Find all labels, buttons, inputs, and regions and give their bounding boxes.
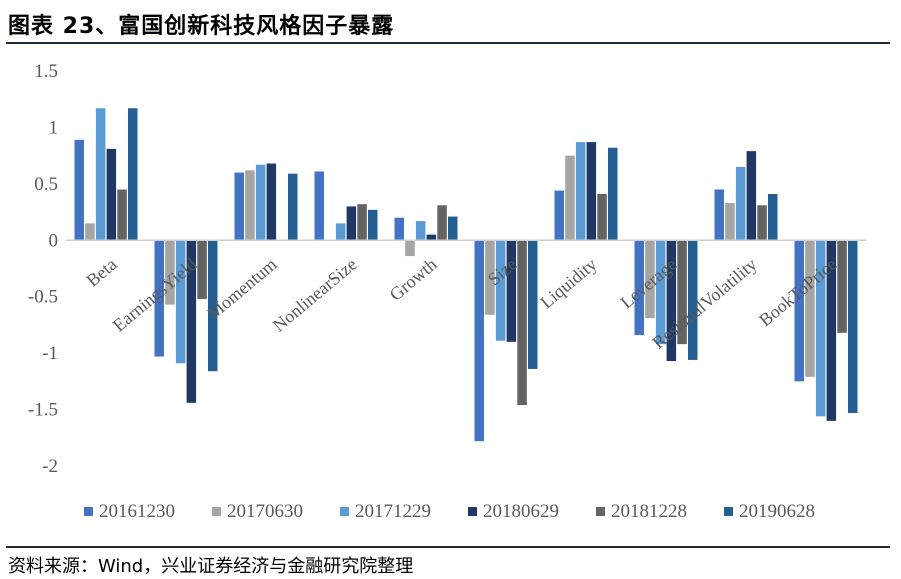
y-tick-label: 0 bbox=[49, 230, 59, 251]
y-tick-label: -2 bbox=[42, 456, 58, 477]
bar-BookToPrice-20190628 bbox=[848, 240, 858, 413]
bar-Size-20190628 bbox=[528, 240, 538, 369]
legend-label: 20161230 bbox=[99, 501, 175, 522]
bar-NonlinearSize-20181228 bbox=[357, 204, 367, 241]
legend-swatch bbox=[84, 507, 93, 516]
bar-Size-20180629 bbox=[506, 240, 517, 342]
bar-Growth-20161230 bbox=[394, 217, 404, 241]
legend-label: 20190628 bbox=[739, 501, 815, 522]
bar-Growth-20181228 bbox=[437, 205, 447, 241]
bar-Beta-20180629 bbox=[106, 148, 117, 241]
bar-Size-20161230 bbox=[474, 240, 484, 442]
bar-Momentum-20161230 bbox=[234, 172, 244, 241]
bar-Leverage-20171229 bbox=[655, 240, 666, 345]
bar-Leverage-20181228 bbox=[677, 240, 687, 345]
bar-ResidualVolatility-20170630 bbox=[725, 203, 735, 241]
bar-Liquidity-20181228 bbox=[597, 194, 607, 241]
bar-Liquidity-20171229 bbox=[575, 142, 586, 241]
legend: 20161230 20170630 20171229 20180629 20181228… bbox=[84, 501, 815, 522]
y-axis-ticks: 1.5 1 0.5 0 -0.5 -1 -1.5 -2 bbox=[28, 61, 58, 477]
bar-BookToPrice-20180629 bbox=[826, 240, 837, 421]
category-label: Beta bbox=[82, 254, 120, 291]
bar-ResidualVolatility-20181228 bbox=[757, 205, 767, 241]
figure-title: 图表 23、富国创新科技风格因子暴露 bbox=[8, 14, 395, 39]
bar-BookToPrice-20161230 bbox=[794, 240, 804, 382]
bar-ResidualVolatility-20180629 bbox=[746, 151, 757, 241]
bar-ResidualVolatility-20190628 bbox=[768, 194, 778, 241]
bar-Momentum-20190628 bbox=[288, 173, 298, 241]
legend-label: 20180629 bbox=[483, 501, 559, 522]
legend-swatch bbox=[596, 507, 605, 516]
category-label: Growth bbox=[386, 254, 441, 305]
y-tick-label: -1 bbox=[42, 343, 58, 364]
bar-Beta-20170630 bbox=[85, 223, 95, 241]
top-rule bbox=[6, 42, 890, 44]
bar-Momentum-20171229 bbox=[255, 164, 266, 241]
bar-BookToPrice-20170630 bbox=[805, 240, 815, 377]
category-label: Liquidity bbox=[536, 254, 600, 312]
bar-Leverage-20180629 bbox=[666, 240, 677, 362]
bar-Beta-20190628 bbox=[128, 108, 138, 241]
y-tick-label: 1.5 bbox=[34, 61, 58, 82]
bar-BookToPrice-20171229 bbox=[815, 240, 826, 417]
y-tick-label: 1 bbox=[49, 117, 59, 138]
bar-EarningsYield-20190628 bbox=[208, 240, 218, 372]
bar-NonlinearSize-20161230 bbox=[314, 171, 324, 241]
source-note: 资料来源：Wind，兴业证券经济与金融研究院整理 bbox=[8, 556, 414, 577]
bottom-rule bbox=[6, 546, 890, 548]
bar-Liquidity-20161230 bbox=[554, 190, 564, 241]
bar-NonlinearSize-20190628 bbox=[368, 209, 378, 241]
bar-Leverage-20170630 bbox=[645, 240, 655, 319]
bar-Liquidity-20190628 bbox=[608, 147, 618, 241]
y-tick-label: -0.5 bbox=[28, 287, 58, 308]
bar-Growth-20190628 bbox=[448, 216, 458, 241]
legend-label: 20171229 bbox=[355, 501, 431, 522]
legend-label: 20170630 bbox=[227, 501, 303, 522]
legend-swatch bbox=[468, 507, 477, 516]
legend-swatch bbox=[724, 507, 733, 516]
bar-EarningsYield-20180629 bbox=[186, 240, 197, 403]
bar-EarningsYield-20170630 bbox=[165, 240, 175, 305]
bar-ResidualVolatility-20171229 bbox=[735, 166, 746, 241]
bar-Momentum-20180629 bbox=[266, 163, 277, 241]
bar-ResidualVolatility-20161230 bbox=[714, 189, 724, 241]
legend-swatch bbox=[340, 507, 349, 516]
bar-EarningsYield-20171229 bbox=[175, 240, 186, 364]
legend-label: 20181228 bbox=[611, 501, 687, 522]
bar-Leverage-20190628 bbox=[688, 240, 698, 360]
bar-Growth-20170630 bbox=[405, 240, 415, 257]
bar-Size-20171229 bbox=[495, 240, 506, 341]
bar-Momentum-20170630 bbox=[245, 170, 255, 241]
bar-Growth-20180629 bbox=[426, 234, 437, 241]
bar-NonlinearSize-20180629 bbox=[346, 206, 357, 241]
bar-Growth-20171229 bbox=[415, 221, 426, 241]
legend-swatch bbox=[212, 507, 221, 516]
bar-Beta-20161230 bbox=[74, 139, 84, 241]
bar-BookToPrice-20181228 bbox=[837, 240, 847, 333]
bar-Size-20181228 bbox=[517, 240, 527, 406]
bars bbox=[74, 108, 858, 442]
bar-Liquidity-20180629 bbox=[586, 142, 597, 241]
bar-Size-20170630 bbox=[485, 240, 495, 315]
y-tick-label: -1.5 bbox=[28, 400, 58, 421]
y-tick-label: 0.5 bbox=[34, 174, 58, 195]
bar-Beta-20171229 bbox=[95, 108, 106, 241]
bar-NonlinearSize-20171229 bbox=[335, 223, 346, 241]
bar-Beta-20181228 bbox=[117, 189, 127, 241]
category-label: NonlinearSize bbox=[269, 254, 361, 336]
bar-EarningsYield-20181228 bbox=[197, 240, 207, 299]
bar-Liquidity-20170630 bbox=[565, 155, 575, 241]
bar-Leverage-20161230 bbox=[634, 240, 644, 336]
bar-EarningsYield-20161230 bbox=[154, 240, 164, 357]
